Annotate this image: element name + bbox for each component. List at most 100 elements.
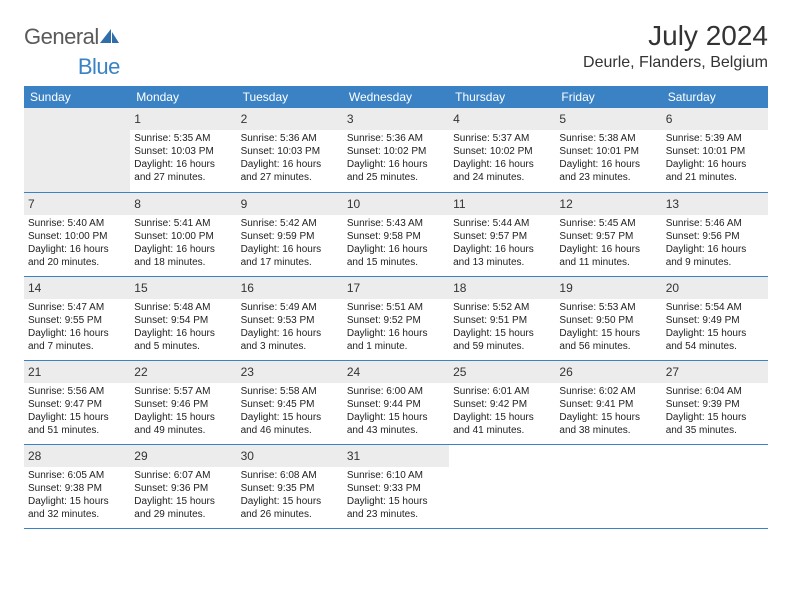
day-number: 4 [453,112,460,126]
calendar-cell [555,444,661,528]
day-number: 31 [347,449,360,463]
sunrise-line: Sunrise: 5:46 AM [666,217,764,230]
day-number: 3 [347,112,354,126]
calendar-cell: 30Sunrise: 6:08 AMSunset: 9:35 PMDayligh… [237,444,343,528]
sunset-line: Sunset: 10:00 PM [28,230,126,243]
day-detail: Sunrise: 5:54 AMSunset: 9:49 PMDaylight:… [666,301,764,353]
daylight-line: Daylight: 16 hours and 27 minutes. [241,158,339,184]
weekday-wednesday: Wednesday [343,86,449,108]
calendar-cell: 4Sunrise: 5:37 AMSunset: 10:02 PMDayligh… [449,108,555,192]
sunset-line: Sunset: 9:45 PM [241,398,339,411]
day-detail: Sunrise: 5:43 AMSunset: 9:58 PMDaylight:… [347,217,445,269]
calendar-cell: 26 Sunrise: 6:02 AMSunset: 9:41 PMDayligh… [555,360,661,444]
sunrise-line: Sunrise: 5:47 AM [28,301,126,314]
calendar-cell: 3Sunrise: 5:36 AMSunset: 10:02 PMDayligh… [343,108,449,192]
calendar-cell [662,444,768,528]
day-detail: Sunrise: 5:52 AMSunset: 9:51 PMDaylight:… [453,301,551,353]
sunset-line: Sunset: 9:44 PM [347,398,445,411]
sunrise-line: Sunrise: 5:40 AM [28,217,126,230]
calendar-cell: 13Sunrise: 5:46 AMSunset: 9:56 PMDayligh… [662,192,768,276]
sunset-line: Sunset: 9:41 PM [559,398,657,411]
day-number: 16 [241,281,254,295]
calendar-cell: 10 Sunrise: 5:43 AMSunset: 9:58 PMDayligh… [343,192,449,276]
daylight-line: Daylight: 15 hours and 26 minutes. [241,495,339,521]
day-number: 10 [347,197,360,211]
day-detail: Sunrise: 6:10 AMSunset: 9:33 PMDaylight:… [347,469,445,521]
sunrise-line: Sunrise: 6:02 AM [559,385,657,398]
calendar-cell: 25Sunrise: 6:01 AMSunset: 9:42 PMDayligh… [449,360,555,444]
brand-general: General [24,24,99,50]
day-number: 9 [241,197,248,211]
sunset-line: Sunset: 9:42 PM [453,398,551,411]
calendar-cell: 1Sunrise: 5:35 AMSunset: 10:03 PMDayligh… [130,108,236,192]
title-block: July 2024 Deurle, Flanders, Belgium [583,20,768,72]
sunrise-line: Sunrise: 6:00 AM [347,385,445,398]
sunset-line: Sunset: 9:35 PM [241,482,339,495]
day-detail: Sunrise: 5:57 AMSunset: 9:46 PMDaylight:… [134,385,232,437]
day-detail: Sunrise: 5:44 AMSunset: 9:57 PMDaylight:… [453,217,551,269]
sunrise-line: Sunrise: 5:49 AM [241,301,339,314]
day-number: 27 [666,365,679,379]
calendar-cell: 20 Sunrise: 5:54 AMSunset: 9:49 PMDayligh… [662,276,768,360]
daylight-line: Daylight: 16 hours and 21 minutes. [666,158,764,184]
day-detail: Sunrise: 5:38 AMSunset: 10:01 PMDaylight… [559,132,657,184]
daylight-line: Daylight: 15 hours and 41 minutes. [453,411,551,437]
sunset-line: Sunset: 10:01 PM [559,145,657,158]
weekday-saturday: Saturday [662,86,768,108]
day-number: 22 [134,365,147,379]
sunrise-line: Sunrise: 5:42 AM [241,217,339,230]
day-detail: Sunrise: 6:00 AMSunset: 9:44 PMDaylight:… [347,385,445,437]
daylight-line: Daylight: 16 hours and 15 minutes. [347,243,445,269]
calendar-cell: 17Sunrise: 5:51 AMSunset: 9:52 PMDayligh… [343,276,449,360]
daylight-line: Daylight: 15 hours and 32 minutes. [28,495,126,521]
calendar-cell [24,108,130,192]
day-number: 26 [559,365,572,379]
sunrise-line: Sunrise: 5:39 AM [666,132,764,145]
calendar-cell: 11 Sunrise: 5:44 AMSunset: 9:57 PMDayligh… [449,192,555,276]
calendar-cell: 16Sunrise: 5:49 AMSunset: 9:53 PMDayligh… [237,276,343,360]
day-number: 29 [134,449,147,463]
day-number: 5 [559,112,566,126]
calendar-cell: 14Sunrise: 5:47 AMSunset: 9:55 PMDayligh… [24,276,130,360]
weekday-friday: Friday [555,86,661,108]
sunrise-line: Sunrise: 5:53 AM [559,301,657,314]
sunrise-line: Sunrise: 5:58 AM [241,385,339,398]
sunset-line: Sunset: 9:50 PM [559,314,657,327]
day-detail: Sunrise: 5:40 AMSunset: 10:00 PMDaylight… [28,217,126,269]
day-number: 11 [453,197,465,211]
sunrise-line: Sunrise: 5:45 AM [559,217,657,230]
day-detail: Sunrise: 6:05 AMSunset: 9:38 PMDaylight:… [28,469,126,521]
calendar-cell: 24Sunrise: 6:00 AMSunset: 9:44 PMDayligh… [343,360,449,444]
daylight-line: Daylight: 16 hours and 18 minutes. [134,243,232,269]
calendar-cell: 31 Sunrise: 6:10 AMSunset: 9:33 PMDayligh… [343,444,449,528]
sunset-line: Sunset: 9:46 PM [134,398,232,411]
daylight-line: Daylight: 16 hours and 23 minutes. [559,158,657,184]
calendar-body: 1Sunrise: 5:35 AMSunset: 10:03 PMDayligh… [24,108,768,528]
sunset-line: Sunset: 10:03 PM [134,145,232,158]
daylight-line: Daylight: 16 hours and 13 minutes. [453,243,551,269]
weekday-thursday: Thursday [449,86,555,108]
daylight-line: Daylight: 15 hours and 29 minutes. [134,495,232,521]
sunset-line: Sunset: 10:02 PM [347,145,445,158]
calendar-week: 14Sunrise: 5:47 AMSunset: 9:55 PMDayligh… [24,276,768,360]
day-number: 25 [453,365,466,379]
day-number: 19 [559,281,572,295]
sunrise-line: Sunrise: 5:36 AM [241,132,339,145]
sunrise-line: Sunrise: 5:56 AM [28,385,126,398]
sunset-line: Sunset: 9:51 PM [453,314,551,327]
daylight-line: Daylight: 15 hours and 56 minutes. [559,327,657,353]
daylight-line: Daylight: 16 hours and 20 minutes. [28,243,126,269]
sunset-line: Sunset: 9:55 PM [28,314,126,327]
calendar-cell: 29Sunrise: 6:07 AMSunset: 9:36 PMDayligh… [130,444,236,528]
day-number: 13 [666,197,679,211]
day-number: 7 [28,197,35,211]
daylight-line: Daylight: 15 hours and 38 minutes. [559,411,657,437]
day-detail: Sunrise: 5:36 AMSunset: 10:03 PMDaylight… [241,132,339,184]
daylight-line: Daylight: 16 hours and 1 minute. [347,327,445,353]
sunrise-line: Sunrise: 5:44 AM [453,217,551,230]
sunset-line: Sunset: 9:36 PM [134,482,232,495]
day-detail: Sunrise: 5:56 AMSunset: 9:47 PMDaylight:… [28,385,126,437]
sunset-line: Sunset: 9:58 PM [347,230,445,243]
sunrise-line: Sunrise: 6:08 AM [241,469,339,482]
day-number: 20 [666,281,679,295]
